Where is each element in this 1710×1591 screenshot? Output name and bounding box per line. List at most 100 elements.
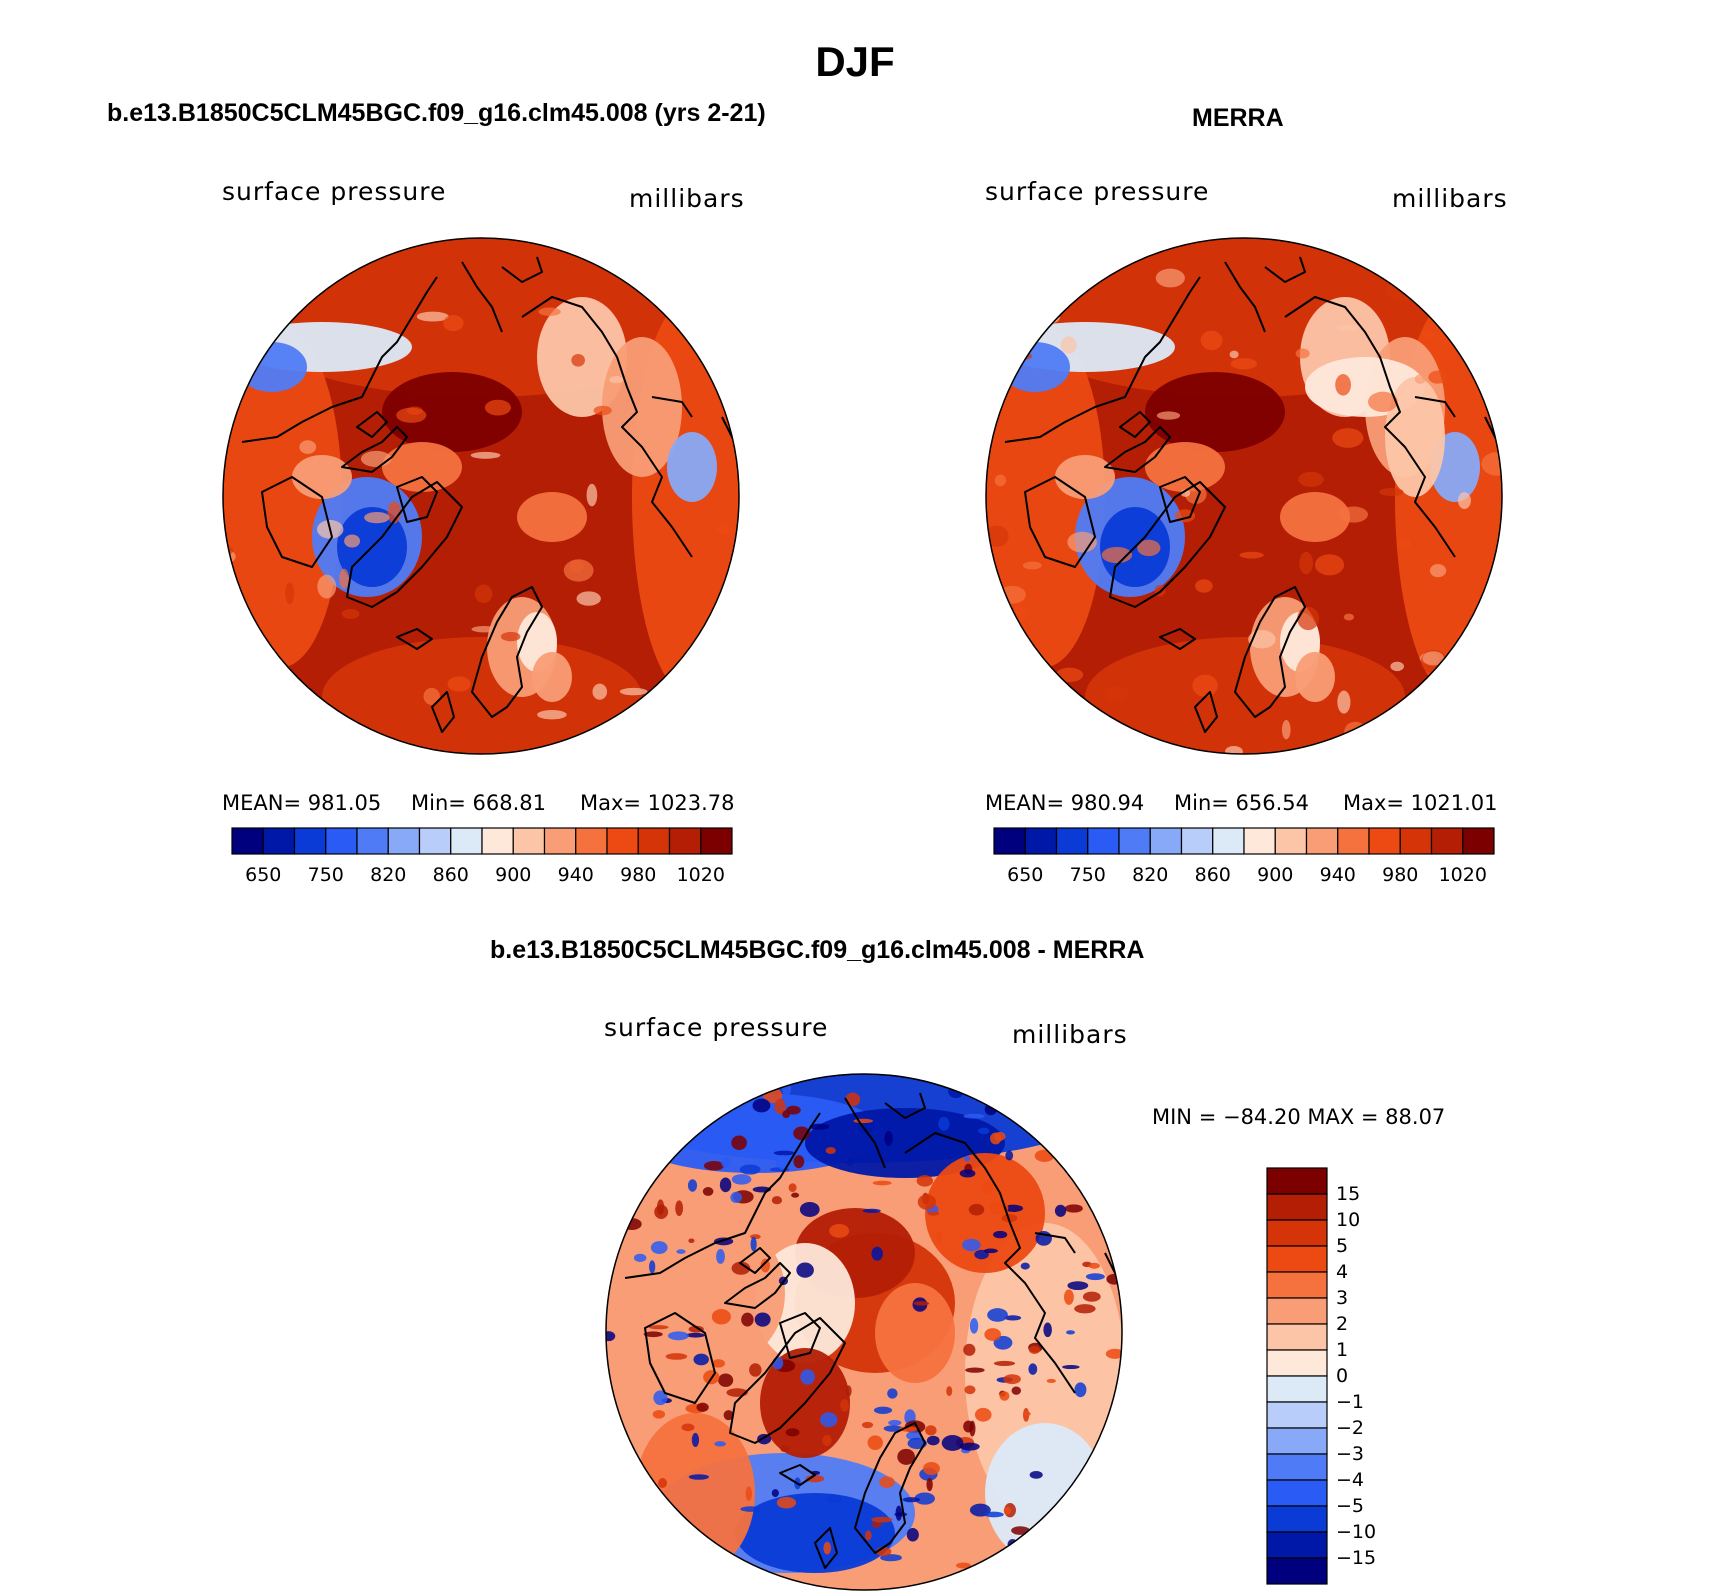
field-patch <box>1337 690 1351 714</box>
colorbar-tick-label: 0 <box>1336 1365 1349 1387</box>
colorbar-tick-label: 650 <box>245 864 282 886</box>
field-patch <box>1423 331 1436 340</box>
field-patch <box>1074 1382 1087 1398</box>
coastline <box>346 481 463 608</box>
colorbar-swatch <box>1243 827 1276 855</box>
colorbar-swatch <box>1305 827 1339 855</box>
field-patch <box>773 1150 795 1156</box>
field-patch <box>791 1192 800 1198</box>
field-patch <box>1297 606 1320 631</box>
colorbar-tick-label: 650 <box>1007 864 1044 886</box>
field-patch <box>963 1343 976 1356</box>
field-patch <box>443 314 464 332</box>
field-patch <box>730 1191 742 1204</box>
field-patch <box>1332 428 1364 448</box>
field-patch <box>703 1160 725 1171</box>
field-patch <box>1003 1204 1024 1212</box>
field-patch <box>1314 554 1345 576</box>
colorbar-swatch <box>1430 827 1464 855</box>
field-patch <box>1040 310 1060 324</box>
field-patch <box>853 1118 873 1124</box>
field-patch <box>955 1562 971 1569</box>
field-patch <box>711 1309 731 1325</box>
field-patch <box>1471 726 1482 737</box>
field-patch <box>740 1506 762 1512</box>
field-patch <box>665 1353 688 1360</box>
field-patch <box>688 1238 695 1243</box>
field-patch <box>1082 1291 1101 1302</box>
field-patch <box>658 1477 668 1489</box>
model-panel-heading: b.e13.B1850C5CLM45BGC.f09_g16.clm45.008 … <box>107 99 766 127</box>
field-contour-region <box>925 1153 1045 1273</box>
field-patch <box>696 1402 709 1412</box>
obs-mean-stat: MEAN= 980.94 <box>985 791 1145 815</box>
field-patch <box>845 1092 861 1107</box>
field-patch <box>959 1442 980 1451</box>
field-contour-region <box>382 442 462 492</box>
coastline <box>1034 1232 1076 1254</box>
colorbar-tick-label: 4 <box>1336 1261 1349 1283</box>
colorbar-swatch <box>1266 1479 1328 1507</box>
field-patch <box>1104 686 1129 702</box>
field-patch <box>423 687 440 706</box>
colorbar-swatch <box>387 827 421 855</box>
colorbar-swatch <box>262 827 296 855</box>
field-patch <box>681 287 690 310</box>
colorbar-swatch <box>1024 827 1058 855</box>
field-patch <box>1422 651 1445 666</box>
field-patch <box>1011 1526 1030 1535</box>
field-patch <box>895 1505 903 1521</box>
field-patch <box>474 584 493 604</box>
colorbar-swatch <box>1368 827 1401 855</box>
coastline <box>1119 411 1151 438</box>
field-patch <box>873 1406 893 1414</box>
field-contour-region <box>223 327 342 667</box>
obs-polar-map <box>985 237 1503 755</box>
field-patch <box>963 1156 971 1162</box>
field-patch <box>782 1080 792 1097</box>
field-patch <box>782 1110 791 1119</box>
field-patch <box>897 1448 916 1465</box>
field-patch <box>776 1496 797 1509</box>
coastline <box>854 1422 926 1554</box>
field-contour-region <box>382 372 522 452</box>
field-patch <box>471 625 498 633</box>
field-contour-region <box>292 455 352 499</box>
field-patch <box>780 1444 790 1453</box>
field-patch <box>1464 682 1480 693</box>
colorbar-swatch <box>1266 1453 1328 1481</box>
field-patch <box>927 1211 940 1216</box>
field-patch <box>829 1223 850 1238</box>
colorbar-swatch <box>1266 1401 1328 1429</box>
obs-panel-heading: MERRA <box>1192 104 1284 132</box>
field-patch <box>884 1130 893 1146</box>
field-patch <box>712 1359 725 1368</box>
field-patch <box>825 1147 836 1155</box>
colorbar-swatch <box>1266 1505 1328 1533</box>
field-patch <box>586 483 598 507</box>
field-patch <box>840 1399 850 1412</box>
field-patch <box>721 1157 731 1168</box>
field-patch <box>576 591 601 606</box>
coastline <box>471 586 543 718</box>
colorbar-tick-label: 940 <box>557 864 594 886</box>
field-patch <box>341 608 360 620</box>
colorbar-tick-label: 3 <box>1336 1287 1349 1309</box>
field-patch <box>675 1200 684 1217</box>
field-patch <box>993 1335 1013 1350</box>
model-polar-map <box>222 237 740 755</box>
field-patch <box>888 1419 902 1426</box>
field-contour-region <box>532 652 572 702</box>
field-patch <box>1200 330 1223 351</box>
field-patch <box>593 405 612 416</box>
field-patch <box>470 451 501 459</box>
field-patch <box>983 1248 998 1254</box>
field-patch <box>925 1425 937 1436</box>
colorbar-tick-label: 750 <box>307 864 344 886</box>
field-patch <box>1229 350 1239 359</box>
field-patch <box>655 744 682 754</box>
field-contour-region <box>985 1423 1105 1563</box>
field-patch <box>1003 1374 1021 1385</box>
field-patch <box>862 1208 881 1213</box>
field-patch <box>563 559 594 582</box>
